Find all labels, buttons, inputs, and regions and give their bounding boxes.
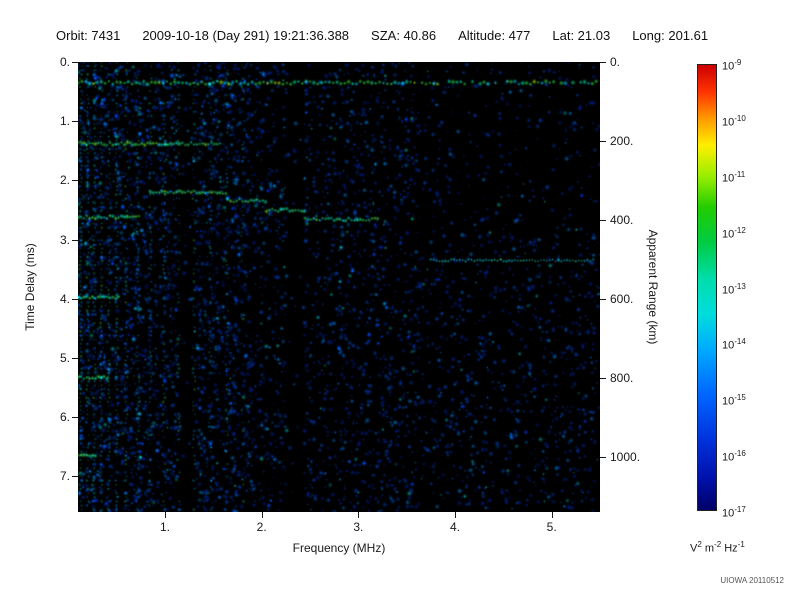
colorbar-tick-label: 10-16 [722, 449, 746, 464]
units-v: V [690, 542, 698, 555]
units-hz-exp: -1 [737, 540, 745, 549]
y-right-tick-mark [600, 456, 606, 458]
y-right-tick-mark [600, 219, 606, 221]
units-hz: Hz [724, 542, 738, 555]
colorbar-tick-label: 10-10 [722, 113, 746, 129]
y-left-tick-mark [72, 62, 78, 63]
x-tick-mark [358, 512, 360, 518]
header-altitude: Altitude: 477 [458, 28, 531, 43]
y-right-tick-mark [600, 377, 606, 379]
y-left-tick-mark [72, 417, 78, 419]
y-right-tick-mark [600, 140, 606, 142]
x-tick-label: 3. [353, 520, 364, 534]
x-tick-mark [551, 512, 553, 518]
colorbar-tick-label: 10-15 [722, 393, 746, 408]
y-right-tick-mark [600, 298, 606, 300]
units-m-exp: -2 [714, 540, 722, 549]
y-left-tick-mark [72, 476, 78, 478]
y-left-tick-label: 7. [59, 469, 70, 484]
y-axis-right-title: Apparent Range (km) [646, 229, 660, 345]
y-left-tick-label: 0. [59, 55, 70, 69]
y-left-tick-label: 6. [59, 410, 70, 425]
x-axis-title: Frequency (MHz) [292, 541, 386, 555]
x-tick-label: 1. [159, 520, 170, 534]
colorbar [697, 64, 717, 511]
y-right-tick-label: 200. [610, 133, 634, 148]
colorbar-tick-label: 10-11 [722, 169, 746, 185]
units-v-exp: 2 [697, 540, 702, 549]
x-tick-mark [165, 512, 166, 518]
y-right-tick-label: 800. [610, 370, 634, 385]
y-left-tick-label: 4. [59, 291, 70, 306]
y-right-tick-label: 600. [610, 291, 634, 306]
colorbar-tick-label: 10-13 [722, 281, 746, 297]
y-left-tick-label: 5. [59, 351, 70, 366]
header-datetime: 2009-10-18 (Day 291) 19:21:36.388 [142, 28, 350, 43]
y-left-tick-mark [72, 180, 78, 182]
units-m: m [704, 542, 715, 555]
x-tick-label: 4. [449, 520, 460, 534]
header-long: Long: 201.61 [632, 28, 709, 43]
y-left-tick-mark [72, 298, 78, 300]
colorbar-tick-label: 10-14 [722, 337, 746, 353]
y-right-tick-mark [600, 62, 606, 63]
header-sza: SZA: 40.86 [371, 28, 437, 43]
colorbar-tick-label: 10-9 [722, 58, 742, 73]
colorbar-tick-label: 10-17 [722, 505, 746, 520]
y-left-tick-label: 1. [59, 114, 70, 129]
y-axis-left-title: Time Delay (ms) [23, 243, 37, 331]
header-orbit: Orbit: 7431 [56, 28, 121, 43]
watermark: UIOWA 20110512 [720, 576, 784, 585]
x-tick-label: 2. [256, 520, 267, 534]
y-right-tick-label: 1000. [610, 449, 641, 464]
spectrogram-plot [78, 62, 600, 512]
y-right-tick-label: 400. [610, 212, 634, 227]
y-left-tick-mark [72, 121, 78, 123]
colorbar-tick-label: 10-12 [722, 225, 746, 241]
y-left-tick-label: 3. [59, 232, 70, 247]
header-lat: Lat: 21.03 [552, 28, 611, 43]
y-right-tick-label: 0. [610, 55, 621, 69]
colorbar-units-label: V2 m-2 Hz-1 [690, 540, 800, 555]
y-left-tick-mark [72, 239, 78, 241]
y-left-tick-label: 2. [59, 173, 70, 188]
x-tick-mark [455, 512, 456, 518]
x-tick-label: 5. [546, 520, 557, 534]
x-tick-mark [261, 512, 263, 518]
header-info-bar: Orbit: 7431 2009-10-18 (Day 291) 19:21:3… [56, 28, 708, 43]
y-left-tick-mark [72, 358, 78, 360]
spectrogram-canvas [78, 62, 600, 512]
